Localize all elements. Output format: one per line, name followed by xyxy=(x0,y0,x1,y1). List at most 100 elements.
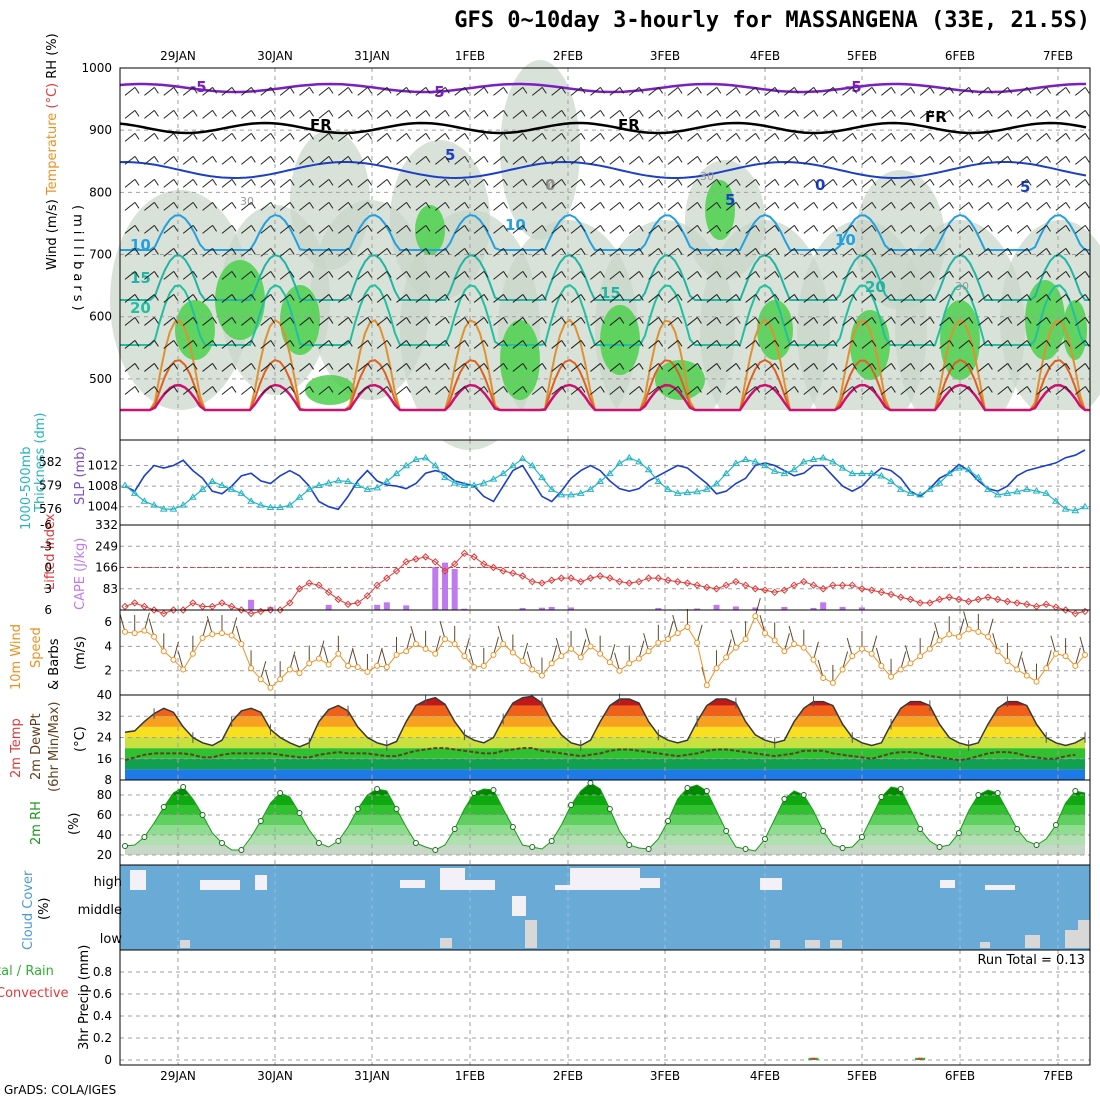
wind-barb xyxy=(318,132,330,142)
thickness-line xyxy=(124,457,1086,512)
wind-barb xyxy=(347,271,353,278)
wind-barb xyxy=(900,155,912,165)
wind-barb xyxy=(929,363,935,370)
wind-barb xyxy=(182,178,194,188)
rh-band xyxy=(125,805,1085,815)
wind-barb xyxy=(735,317,741,324)
lifted-index-point xyxy=(140,602,149,611)
thickness-point xyxy=(790,465,798,473)
wind-barb xyxy=(987,248,993,255)
wind-barb xyxy=(1074,271,1086,280)
cape-bar xyxy=(383,602,390,610)
thickness-point xyxy=(693,487,702,495)
pressure-tick: 800 xyxy=(89,185,112,199)
low-cloud xyxy=(805,940,820,948)
wind-barb xyxy=(813,340,819,347)
wind-barb xyxy=(638,386,644,393)
wind-barb xyxy=(919,155,931,165)
wind-barb xyxy=(697,317,702,324)
wind-barb xyxy=(1065,202,1071,209)
wind-barb xyxy=(638,248,644,255)
wind-speed-point xyxy=(345,662,352,669)
wind-barb xyxy=(555,638,562,657)
wind-barb xyxy=(609,294,621,303)
wind-speed-point xyxy=(451,641,458,647)
wind-barb xyxy=(561,225,567,232)
wind-barb xyxy=(600,225,605,232)
wind-barb xyxy=(852,87,857,94)
cape-bar xyxy=(858,607,865,610)
wind-barb xyxy=(958,202,970,211)
wind-barb xyxy=(822,178,834,188)
wind-barb xyxy=(978,340,989,349)
wind-barb xyxy=(202,202,213,211)
wind-barb xyxy=(813,179,819,186)
wind-barb xyxy=(541,202,547,209)
wind-barb xyxy=(590,363,601,372)
high-cloud xyxy=(570,868,640,890)
wind-barb xyxy=(153,317,159,324)
wind-speed-point xyxy=(587,643,594,650)
low-cloud xyxy=(980,942,990,948)
precip-convective-bar xyxy=(811,1057,816,1060)
wind-barb xyxy=(367,317,373,324)
wind-barb xyxy=(774,363,780,370)
wind-barb xyxy=(464,179,470,186)
wind-barb xyxy=(958,109,970,119)
wind-barb xyxy=(503,110,508,117)
thickness-point xyxy=(906,489,915,496)
wind-barb xyxy=(173,317,179,324)
wind-barb xyxy=(609,155,621,165)
wind-barb xyxy=(163,225,175,234)
wind-barb xyxy=(182,155,194,165)
wind-barb xyxy=(444,202,450,209)
wind-barb xyxy=(182,225,194,234)
wind-barb xyxy=(910,340,916,347)
wind-barb xyxy=(279,317,291,326)
wind-barb xyxy=(153,248,159,255)
wind-barb xyxy=(531,225,543,234)
wind-barb xyxy=(561,110,567,117)
wind-barb xyxy=(347,340,353,347)
wind-barb xyxy=(890,363,896,370)
wind-barb xyxy=(628,271,640,280)
wind-barb xyxy=(619,294,625,301)
wind-barb xyxy=(803,271,815,280)
wind-barb xyxy=(299,294,310,303)
wind-barb xyxy=(483,363,489,370)
thickness-point xyxy=(916,490,925,498)
wind-barb xyxy=(250,179,256,186)
wind-barb xyxy=(619,248,625,255)
wind-barb xyxy=(309,386,314,393)
wind-barb xyxy=(725,271,737,280)
wind-barb xyxy=(464,340,470,347)
wind-barb xyxy=(706,86,718,96)
wind-barb xyxy=(221,271,233,280)
thickness-point xyxy=(1052,497,1060,504)
cape-bar xyxy=(451,569,458,610)
wind-barb xyxy=(755,317,761,324)
lifted-index-point xyxy=(276,606,284,614)
wind-barb xyxy=(406,110,411,117)
wind-barb xyxy=(493,86,504,96)
wind-barb xyxy=(182,109,194,119)
wind-barb xyxy=(609,178,621,188)
wind-barb xyxy=(444,271,450,278)
wind-barb xyxy=(1026,156,1032,163)
wind-barb xyxy=(309,248,314,255)
wind-barb xyxy=(396,317,407,326)
wind-barb xyxy=(697,386,702,393)
wind-barb xyxy=(124,225,136,234)
wind-barb xyxy=(464,87,470,94)
wind-barb xyxy=(260,132,272,142)
wind-barb xyxy=(289,317,295,324)
lifted-index-point xyxy=(1023,600,1031,609)
wind-speed-point xyxy=(354,664,361,671)
wind-barb xyxy=(561,248,567,255)
wind-barb xyxy=(697,294,702,301)
wind-barb xyxy=(522,317,528,324)
wind-barb xyxy=(561,133,567,140)
wind-barb xyxy=(949,294,954,301)
wind-barb xyxy=(202,363,213,372)
wind-barb xyxy=(822,86,834,96)
